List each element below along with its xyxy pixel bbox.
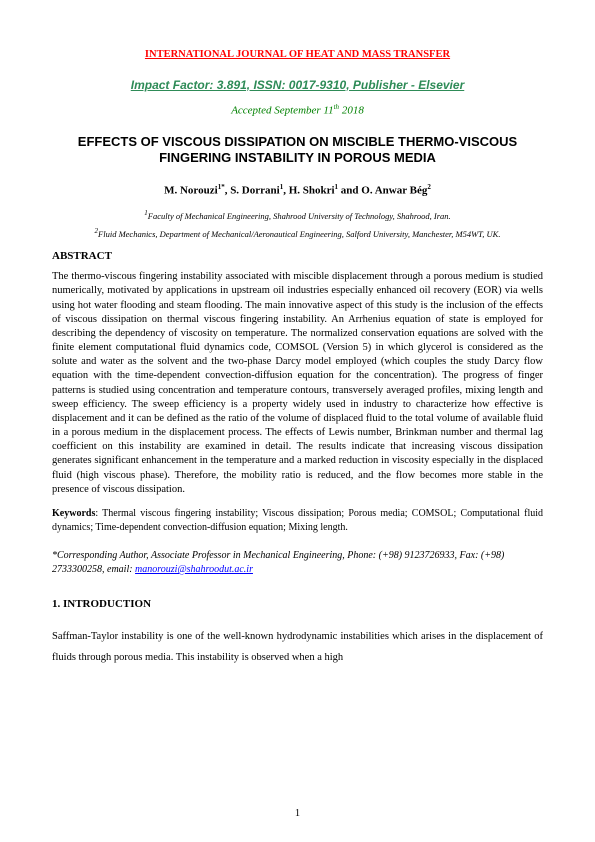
keywords-text: : Thermal viscous fingering instability;… xyxy=(52,508,543,533)
affiliation-1: 1Faculty of Mechanical Engineering, Shah… xyxy=(52,209,543,223)
corresponding-email-link[interactable]: manorouzi@shahroodut.ac.ir xyxy=(135,564,253,575)
affiliation-2-text: Fluid Mechanics, Department of Mechanica… xyxy=(98,229,500,239)
keywords-label: Keywords xyxy=(52,508,95,519)
paper-title: EFFECTS OF VISCOUS DISSIPATION ON MISCIB… xyxy=(52,134,543,168)
impact-factor-line: Impact Factor: 3.891, ISSN: 0017-9310, P… xyxy=(52,77,543,94)
accepted-date: Accepted September 11th 2018 xyxy=(52,103,543,119)
abstract-heading: ABSTRACT xyxy=(52,249,543,264)
affiliation-1-text: Faculty of Mechanical Engineering, Shahr… xyxy=(148,211,451,221)
accepted-year: 2018 xyxy=(339,105,364,117)
journal-name: INTERNATIONAL JOURNAL OF HEAT AND MASS T… xyxy=(52,48,543,63)
corresponding-author: *Corresponding Author, Associate Profess… xyxy=(52,549,543,577)
page-number: 1 xyxy=(0,807,595,822)
affiliation-2: 2Fluid Mechanics, Department of Mechanic… xyxy=(52,227,543,241)
corresponding-prefix: *Corresponding Author, Associate Profess… xyxy=(52,550,504,575)
abstract-body: The thermo-viscous fingering instability… xyxy=(52,270,543,497)
authors-line: M. Norouzi1*, S. Dorrani1, H. Shokri1 an… xyxy=(52,183,543,199)
keywords-block: Keywords: Thermal viscous fingering inst… xyxy=(52,507,543,535)
section-1-heading: 1. INTRODUCTION xyxy=(52,597,543,612)
section-1-body: Saffman-Taylor instability is one of the… xyxy=(52,626,543,668)
accepted-prefix: Accepted September 11 xyxy=(231,105,333,117)
